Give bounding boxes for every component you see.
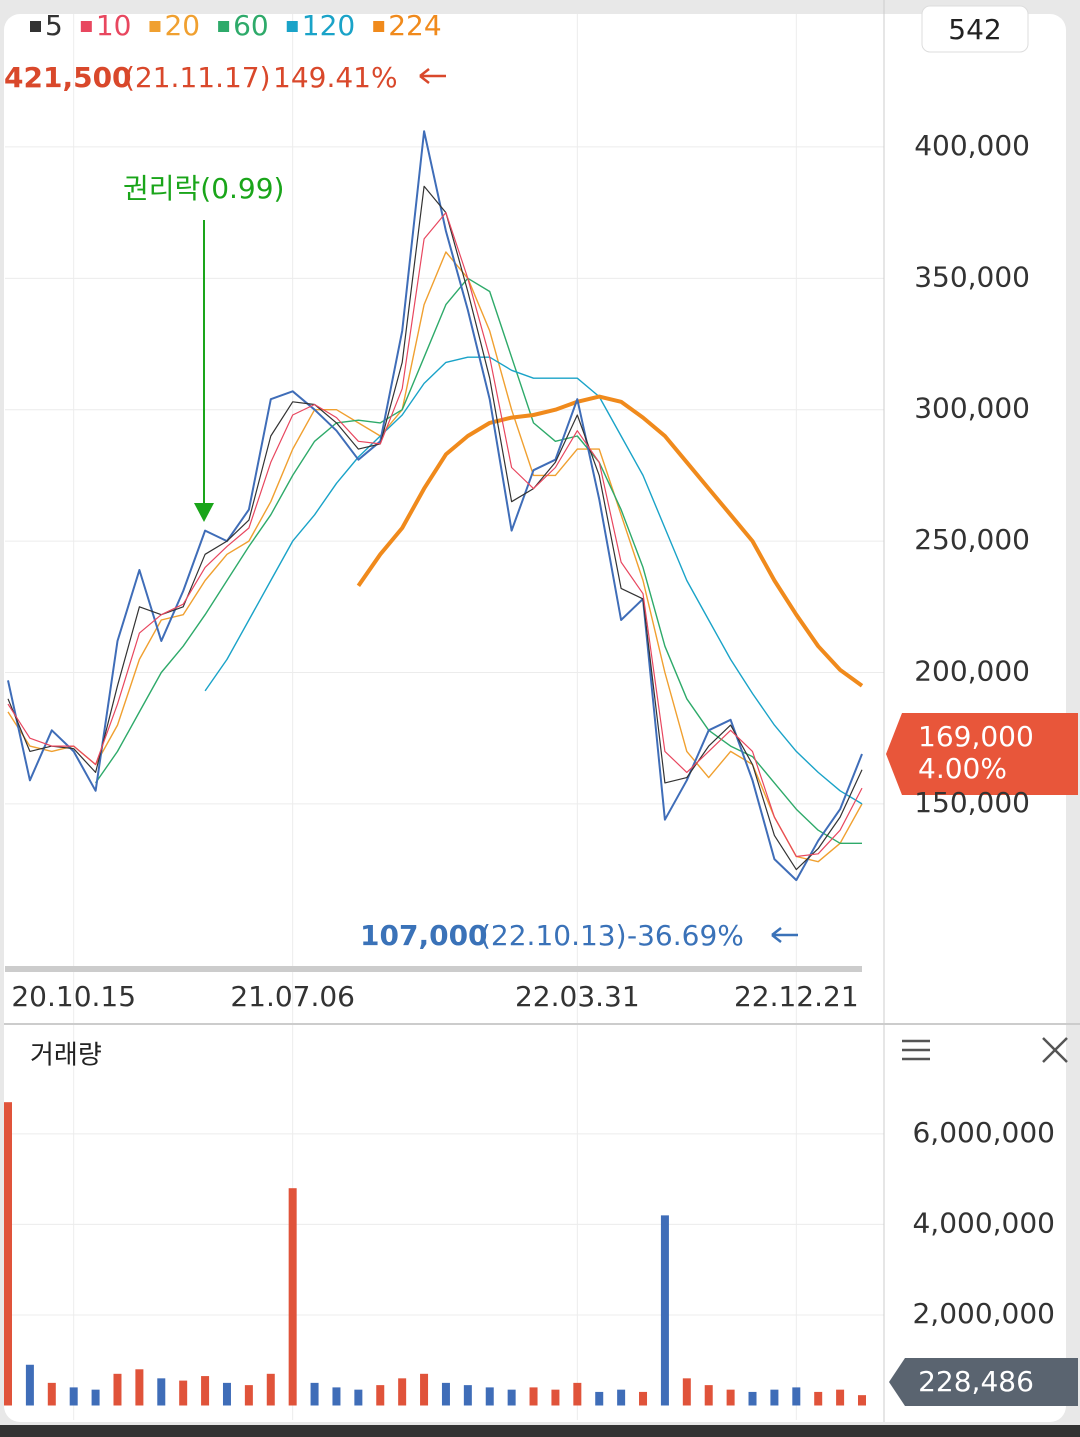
price-tag-value: 169,000 <box>918 720 1034 753</box>
volume-bar <box>157 1378 166 1406</box>
legend-label: 224 <box>388 9 441 42</box>
y-tick-label: 350,000 <box>914 260 1030 293</box>
legend-swatch <box>373 21 385 32</box>
legend-label: 5 <box>45 9 63 42</box>
volume-bar <box>398 1378 407 1406</box>
close-icon[interactable] <box>1042 1037 1068 1063</box>
price-line <box>7 130 863 882</box>
volume-bar <box>660 1215 669 1406</box>
legend-swatch <box>149 21 161 32</box>
volume-tag <box>889 1358 1078 1406</box>
volume-title: 거래량 <box>30 1041 102 1071</box>
volume-bar <box>792 1387 801 1406</box>
y-tick-label: 300,000 <box>914 392 1030 425</box>
volume-tag-value: 228,486 <box>918 1365 1034 1398</box>
legend-label: 120 <box>302 9 355 42</box>
y-tick-label: 150,000 <box>914 786 1030 819</box>
volume-bar <box>726 1389 735 1406</box>
volume-bar <box>113 1373 122 1406</box>
y-tick-label: 250,000 <box>914 523 1030 556</box>
legend-label: 10 <box>96 9 132 42</box>
volume-bar <box>266 1373 275 1406</box>
volume-bar <box>704 1385 713 1406</box>
volume-bar <box>244 1385 253 1406</box>
volume-bar <box>573 1382 582 1406</box>
ma-line <box>356 394 864 688</box>
volume-bar <box>222 1382 231 1406</box>
ma-line <box>7 212 863 858</box>
volume-bar <box>748 1391 757 1406</box>
volume-bar <box>485 1387 494 1406</box>
volume-bar <box>47 1382 56 1406</box>
volume-bar <box>288 1188 297 1406</box>
price-tag <box>886 713 1078 795</box>
high-change: 149.41% <box>273 61 398 94</box>
legend-label: 60 <box>233 9 269 42</box>
volume-bar <box>463 1385 472 1406</box>
event-marker <box>194 503 214 522</box>
ma-line <box>95 277 862 844</box>
volume-bar <box>441 1382 450 1406</box>
volume-bar <box>201 1376 210 1406</box>
volume-bar <box>310 1382 319 1406</box>
volume-bar <box>770 1389 779 1406</box>
volume-bar <box>25 1364 34 1406</box>
volume-bar <box>69 1387 78 1406</box>
volume-bar <box>179 1380 188 1406</box>
y-tick-label: 200,000 <box>914 655 1030 688</box>
volume-bar <box>814 1391 823 1406</box>
volume-bar <box>617 1389 626 1406</box>
volume-bar <box>639 1391 648 1406</box>
ma-line <box>204 356 863 805</box>
high-price: 421,500 <box>4 61 132 94</box>
volume-bar <box>135 1369 144 1406</box>
counter-box[interactable] <box>921 5 1029 53</box>
volume-bar <box>682 1378 691 1406</box>
volume-bar <box>836 1389 845 1406</box>
low-price: 107,000 <box>360 919 488 952</box>
volume-bar <box>551 1389 560 1406</box>
x-tick-label: 22.12.21 <box>734 980 859 1013</box>
bottom-bar <box>0 1425 1080 1437</box>
price-tag-change: 4.00% <box>918 752 1007 785</box>
legend-swatch <box>286 21 298 32</box>
counter: 542 <box>948 13 1001 46</box>
ma-line <box>7 185 863 871</box>
volume-bar <box>507 1389 516 1406</box>
volume-bar <box>354 1389 363 1406</box>
card <box>4 14 1066 1422</box>
x-tick-label: 20.10.15 <box>11 980 136 1013</box>
volume-bar <box>529 1387 538 1406</box>
low-date: (22.10.13) <box>480 919 627 952</box>
volume-bar <box>376 1385 385 1406</box>
volume-bar <box>91 1389 100 1406</box>
scrollbar[interactable] <box>5 966 862 972</box>
x-tick-label: 22.03.31 <box>515 980 640 1013</box>
legend-label: 20 <box>164 9 200 42</box>
event-label: 권리락(0.99) <box>123 172 284 205</box>
legend-swatch <box>80 21 92 32</box>
grid <box>5 14 884 1420</box>
y-tick-label: 6,000,000 <box>912 1116 1055 1149</box>
menu-icon[interactable] <box>902 1039 930 1061</box>
volume-bar <box>858 1395 866 1406</box>
y-tick-label: 4,000,000 <box>912 1206 1055 1239</box>
high-date: (21.11.17) <box>124 61 271 94</box>
legend-swatch <box>30 21 41 32</box>
volume-bar <box>420 1373 429 1406</box>
ma-line <box>7 251 863 863</box>
volume-bar <box>332 1387 341 1406</box>
y-tick-label: 400,000 <box>914 129 1030 162</box>
low-arrow <box>771 927 798 943</box>
x-tick-label: 21.07.06 <box>230 980 355 1013</box>
y-tick-label: 2,000,000 <box>912 1297 1055 1330</box>
volume-bar <box>4 1102 12 1406</box>
legend-swatch <box>218 21 230 32</box>
low-change: -36.69% <box>627 919 744 952</box>
high-arrow <box>419 68 446 84</box>
volume-bar <box>595 1391 604 1406</box>
